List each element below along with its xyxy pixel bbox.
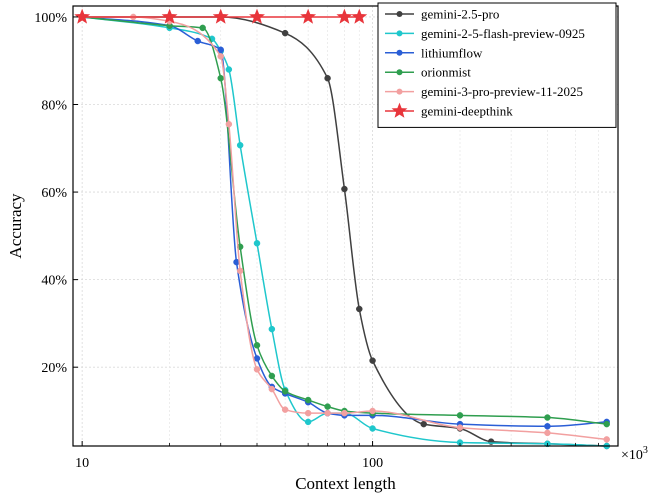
legend-swatch-marker bbox=[396, 11, 403, 17]
x-tick-label: 100 bbox=[362, 456, 383, 471]
y-tick-label: 40% bbox=[41, 274, 67, 289]
data-point-gemini-3-pro-preview-11-2025 bbox=[456, 424, 464, 431]
data-point-gemini-3-pro-preview-11-2025 bbox=[236, 267, 244, 275]
legend-item-gemini-deepthink: gemini-deepthink bbox=[385, 102, 513, 119]
data-point-gemini-deepthink bbox=[300, 8, 317, 24]
legend-box bbox=[377, 2, 617, 128]
data-point-gemini-2-5-flash-preview-0925 bbox=[304, 418, 312, 426]
data-point-gemini-3-pro-preview-11-2025 bbox=[341, 409, 348, 417]
data-point-lithiumflow bbox=[194, 37, 201, 45]
data-point-gemini-deepthink bbox=[74, 8, 91, 24]
data-point-orionmist bbox=[456, 412, 464, 419]
data-point-lithiumflow bbox=[253, 355, 261, 362]
data-point-gemini-3-pro-preview-11-2025 bbox=[304, 409, 312, 417]
legend-label: gemini-2-5-flash-preview-0925 bbox=[421, 26, 585, 41]
data-point-gemini-2-5-flash-preview-0925 bbox=[225, 66, 233, 73]
legend-swatch-marker bbox=[396, 49, 403, 56]
legend-items: gemini-2.5-pro gemini-2-5-flash-preview-0… bbox=[385, 7, 585, 119]
data-point-gemini-3-pro-preview-11-2025 bbox=[369, 407, 376, 415]
y-tick-label: 20% bbox=[41, 361, 67, 376]
y-tick-label: 60% bbox=[41, 186, 67, 201]
legend-swatch-marker bbox=[396, 88, 403, 95]
x-axis-multiplier-base: ×10 bbox=[621, 448, 643, 463]
plot-frame bbox=[72, 5, 619, 447]
legend-item-gemini-2-5-flash-preview-0925: gemini-2-5-flash-preview-0925 bbox=[385, 26, 585, 41]
data-point-orionmist bbox=[268, 372, 276, 380]
data-point-orionmist bbox=[603, 420, 610, 428]
data-point-orionmist bbox=[281, 388, 289, 395]
x-axis-multiplier-exponent: 3 bbox=[643, 445, 648, 456]
series-gemini-3-pro-preview-11-2025 bbox=[78, 13, 610, 443]
data-point-gemini-3-pro-preview-11-2025 bbox=[281, 406, 289, 413]
x-tick-label: 10 bbox=[75, 456, 89, 471]
legend-item-lithiumflow: lithiumflow bbox=[385, 45, 483, 60]
data-point-gemini-2-5-pro bbox=[324, 74, 331, 82]
legend-swatch-marker bbox=[396, 69, 403, 76]
data-point-gemini-3-pro-preview-11-2025 bbox=[603, 436, 610, 443]
legend-label: lithiumflow bbox=[421, 45, 483, 60]
data-point-orionmist bbox=[217, 74, 224, 82]
data-point-gemini-deepthink bbox=[351, 8, 368, 24]
data-point-orionmist bbox=[304, 396, 312, 404]
data-point-gemini-deepthink bbox=[212, 8, 229, 24]
data-point-orionmist bbox=[324, 403, 331, 410]
data-point-orionmist bbox=[199, 24, 206, 32]
data-point-gemini-2-5-pro bbox=[420, 420, 427, 428]
legend-swatch-marker bbox=[391, 102, 408, 118]
legend-item-gemini-3-pro-preview-11-2025: gemini-3-pro-preview-11-2025 bbox=[385, 84, 583, 99]
data-point-gemini-deepthink bbox=[249, 8, 265, 24]
data-point-gemini-2-5-flash-preview-0925 bbox=[253, 240, 261, 247]
data-point-gemini-2-5-pro bbox=[341, 185, 348, 193]
data-point-gemini-2-5-pro bbox=[369, 357, 376, 364]
x-axis-multiplier: ×103 bbox=[621, 445, 648, 463]
data-point-gemini-3-pro-preview-11-2025 bbox=[217, 53, 224, 60]
legend-label: gemini-deepthink bbox=[421, 104, 513, 119]
data-point-gemini-3-pro-preview-11-2025 bbox=[268, 385, 276, 393]
y-tick-label: 80% bbox=[41, 99, 67, 114]
data-point-gemini-2-5-pro bbox=[356, 305, 363, 313]
legend-swatch-marker bbox=[396, 30, 403, 37]
legend-label: gemini-3-pro-preview-11-2025 bbox=[421, 84, 583, 99]
data-point-gemini-2-5-flash-preview-0925 bbox=[236, 141, 244, 149]
legend-item-orionmist: orionmist bbox=[385, 65, 471, 80]
legend-label: gemini-2.5-pro bbox=[421, 7, 499, 22]
data-point-gemini-2-5-flash-preview-0925 bbox=[369, 425, 376, 432]
series-group bbox=[74, 8, 610, 450]
data-point-lithiumflow bbox=[544, 423, 551, 430]
data-point-gemini-2-5-flash-preview-0925 bbox=[268, 325, 276, 333]
y-tick-label: 100% bbox=[34, 11, 67, 26]
data-point-gemini-deepthink bbox=[336, 8, 353, 24]
x-axis-label: Context length bbox=[295, 474, 396, 493]
data-point-gemini-2-5-pro bbox=[281, 29, 289, 37]
series-line-gemini-2-5-flash-preview-0925 bbox=[82, 16, 607, 447]
series-line-lithiumflow bbox=[82, 16, 607, 428]
data-point-gemini-3-pro-preview-11-2025 bbox=[544, 429, 551, 437]
legend-item-gemini-2-5-pro: gemini-2.5-pro bbox=[385, 7, 499, 22]
data-point-orionmist bbox=[253, 342, 261, 349]
series-gemini-deepthink bbox=[74, 8, 368, 24]
data-point-gemini-3-pro-preview-11-2025 bbox=[253, 366, 261, 373]
y-axis-label: Accuracy bbox=[6, 193, 25, 259]
data-point-gemini-deepthink bbox=[161, 8, 178, 24]
series-line-orionmist bbox=[82, 16, 607, 425]
data-point-lithiumflow bbox=[217, 46, 224, 54]
data-point-gemini-3-pro-preview-11-2025 bbox=[225, 120, 233, 128]
axis-ticks: 20% 40% 60% 80% 100% 10 100 bbox=[34, 11, 599, 471]
legend: gemini-2.5-pro gemini-2-5-flash-preview-0… bbox=[377, 2, 617, 128]
data-point-gemini-3-pro-preview-11-2025 bbox=[324, 409, 331, 417]
data-point-orionmist bbox=[544, 414, 551, 421]
legend-label: orionmist bbox=[421, 65, 471, 80]
